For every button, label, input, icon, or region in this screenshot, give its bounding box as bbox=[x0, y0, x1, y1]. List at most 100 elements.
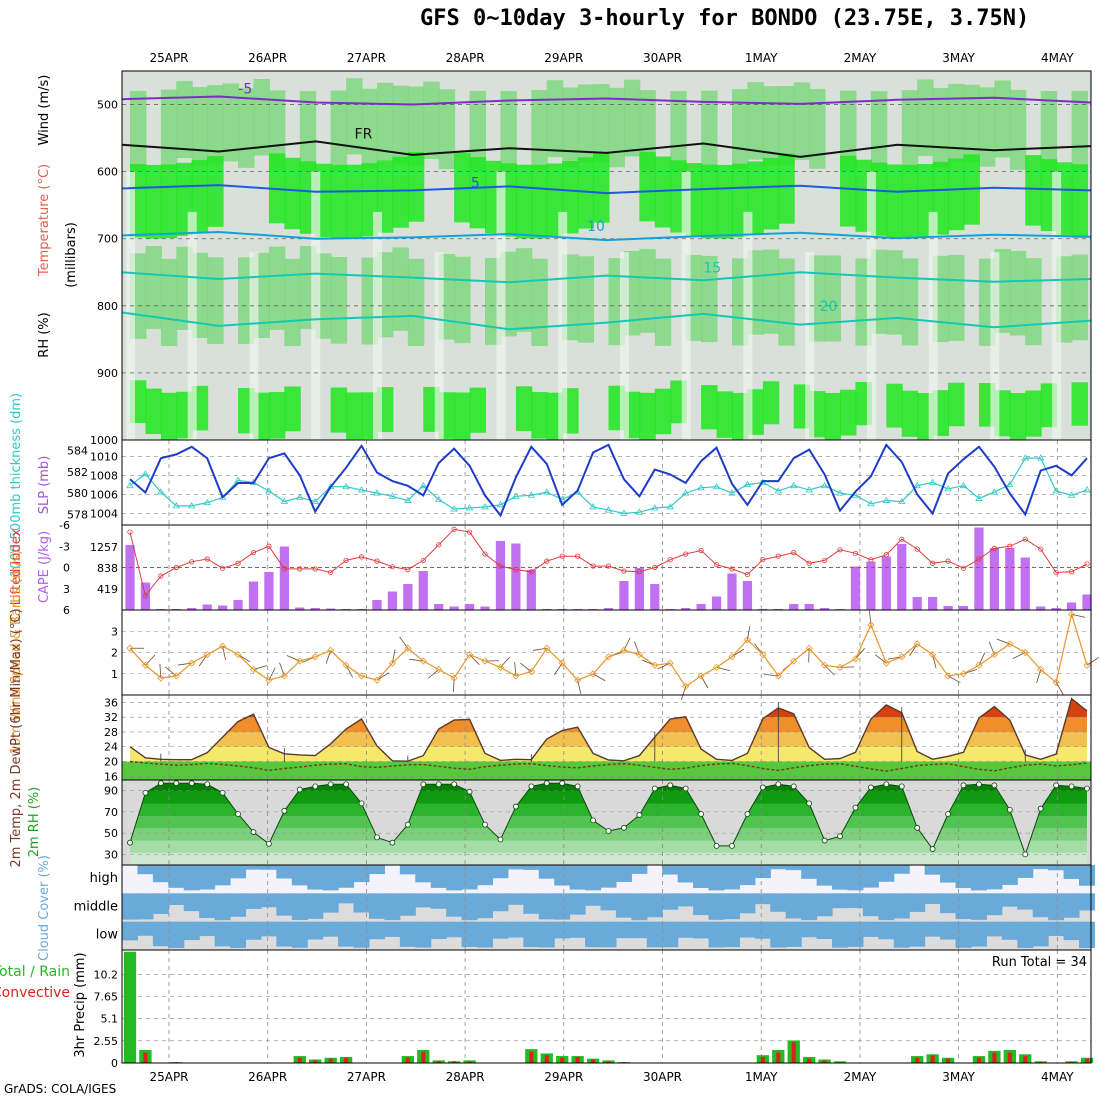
cloud-cell bbox=[322, 865, 339, 891]
date-label-top: 1MAY bbox=[745, 51, 778, 65]
wind-speed-point bbox=[1083, 661, 1091, 669]
rh-band bbox=[886, 250, 903, 335]
cloud-cell bbox=[955, 865, 972, 889]
date-label-bottom: 4MAY bbox=[1041, 1070, 1074, 1084]
cloud-cell bbox=[924, 921, 941, 937]
cloud-cell bbox=[739, 921, 756, 938]
cape-bar bbox=[789, 604, 799, 610]
li-point bbox=[945, 558, 951, 564]
rh-band bbox=[531, 258, 548, 346]
li-point bbox=[1084, 561, 1090, 567]
cloud-cell bbox=[353, 865, 370, 883]
thickness-point bbox=[635, 508, 644, 515]
rh-point bbox=[235, 811, 241, 817]
rh-band bbox=[917, 79, 934, 157]
li-point bbox=[173, 564, 179, 571]
isotherm-line bbox=[121, 95, 1092, 106]
rh-point bbox=[512, 803, 519, 810]
thickness-point bbox=[620, 509, 628, 516]
cloud-cell bbox=[801, 921, 818, 938]
rh-point bbox=[127, 839, 133, 846]
rh-band bbox=[531, 89, 548, 171]
cloud-cell bbox=[770, 921, 787, 948]
rh-band bbox=[346, 78, 363, 155]
wind-speed-point bbox=[959, 670, 968, 678]
cloud-cell bbox=[1048, 865, 1065, 871]
cloud-cell bbox=[368, 893, 385, 919]
rh-band bbox=[639, 248, 656, 333]
wind-speed-point bbox=[574, 676, 582, 684]
cloud-cell bbox=[368, 865, 385, 875]
cape-bar bbox=[1020, 557, 1030, 610]
isotherm-label: 5 bbox=[471, 175, 480, 191]
dewpoint-line bbox=[129, 760, 1088, 772]
rh-band bbox=[500, 91, 517, 172]
cape-bar bbox=[202, 604, 212, 610]
cloud-cell bbox=[507, 893, 524, 905]
temp-tick-label: 32 bbox=[104, 711, 118, 724]
temp-tick-label: 20 bbox=[104, 756, 118, 769]
rh-point bbox=[528, 783, 535, 790]
rh-band bbox=[762, 157, 780, 230]
cloud-cell bbox=[245, 921, 262, 940]
wind-speed-point bbox=[435, 665, 443, 674]
cloud-cell bbox=[461, 921, 478, 947]
isotherm-label: -5 bbox=[238, 81, 252, 97]
thickness-line bbox=[129, 457, 1088, 514]
cloud-cell bbox=[754, 921, 771, 939]
thickness-tick-label: 584 bbox=[67, 445, 88, 458]
li-point bbox=[358, 554, 365, 560]
precip-convective-bar bbox=[560, 1057, 565, 1063]
precip-convective-bar bbox=[313, 1060, 318, 1063]
cloud-cell bbox=[245, 865, 262, 870]
cloud-cell bbox=[399, 921, 416, 947]
thickness-tick-label: 580 bbox=[67, 487, 88, 500]
cape-bar bbox=[187, 608, 197, 610]
thickness-point bbox=[743, 480, 752, 488]
cape-bar bbox=[804, 604, 814, 610]
rh-band bbox=[901, 390, 919, 437]
cloud-cell bbox=[878, 893, 895, 921]
cape-bar bbox=[264, 572, 274, 610]
rh-band bbox=[531, 391, 548, 439]
cloud-cell bbox=[183, 893, 200, 912]
precip-tick-label: 0 bbox=[111, 1057, 118, 1070]
rh-point bbox=[188, 780, 195, 787]
thickness-point bbox=[296, 493, 304, 500]
rh-band bbox=[747, 82, 764, 160]
wind-axis-label: 10m Wind Speed & Barbs (m/s) bbox=[9, 550, 24, 755]
cloud-cell bbox=[847, 893, 864, 909]
cloud-cell bbox=[461, 893, 478, 921]
slp-line bbox=[129, 443, 1088, 518]
cape-bar bbox=[1036, 606, 1046, 610]
li-point bbox=[312, 566, 318, 572]
rh-point bbox=[482, 821, 488, 828]
cloud-cell bbox=[832, 865, 849, 890]
thickness-point bbox=[1021, 454, 1029, 461]
wind-speed-point bbox=[805, 644, 813, 652]
date-label-bottom: 30APR bbox=[643, 1070, 682, 1084]
li-point bbox=[775, 553, 781, 559]
rh-band bbox=[284, 157, 301, 230]
cape-bar bbox=[464, 604, 475, 610]
precip-convective-bar bbox=[436, 1061, 441, 1063]
cloud-cell bbox=[477, 893, 494, 919]
rh-tick-label: 50 bbox=[104, 827, 118, 840]
cloud-cell bbox=[199, 893, 216, 919]
li-point bbox=[1068, 569, 1075, 575]
wind-speed-point bbox=[219, 642, 227, 650]
cloud-cell bbox=[214, 893, 231, 921]
li-point bbox=[482, 551, 488, 557]
cloud-cell bbox=[307, 865, 324, 890]
thickness-point bbox=[435, 495, 443, 502]
rh-point bbox=[374, 834, 380, 841]
wind-speed-point bbox=[1052, 678, 1060, 686]
thickness-point bbox=[1083, 486, 1091, 493]
precip-legend-convective: Convective bbox=[0, 985, 70, 1001]
date-label-bottom: 27APR bbox=[347, 1070, 386, 1084]
cloud-cell bbox=[554, 921, 571, 939]
cloud-cell bbox=[523, 921, 540, 948]
wind-speed-point bbox=[558, 659, 566, 667]
cloud-cell bbox=[260, 921, 277, 937]
thickness-point bbox=[157, 488, 165, 495]
